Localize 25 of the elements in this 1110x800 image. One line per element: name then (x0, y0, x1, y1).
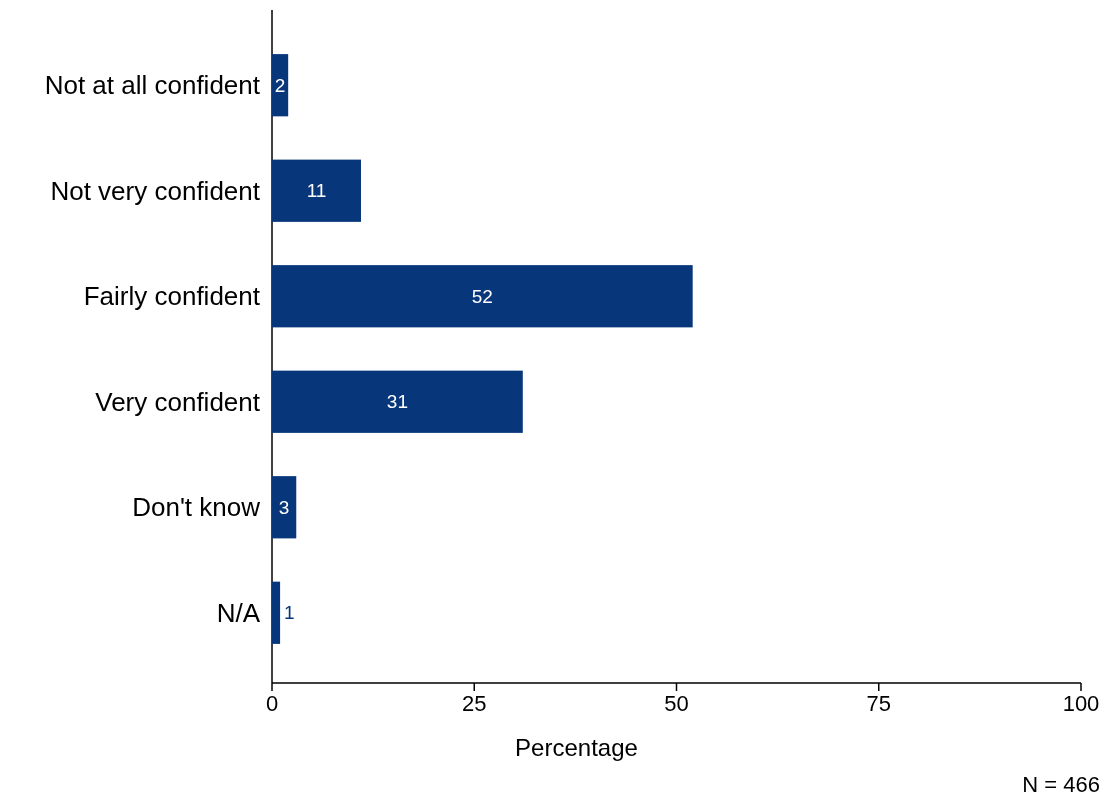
bar (272, 265, 693, 328)
data-label: 3 (278, 496, 290, 518)
data-label: 31 (386, 391, 408, 413)
bar (272, 54, 289, 117)
x-tick-label: 50 (664, 691, 689, 716)
y-tick-label: Fairly confident (83, 281, 261, 312)
bar (272, 581, 281, 644)
x-tick-label: 75 (866, 691, 891, 716)
data-label: 11 (306, 180, 327, 202)
bar (272, 370, 523, 433)
x-tick-label: 0 (265, 691, 279, 716)
bar (272, 476, 297, 539)
data-label: 2 (274, 74, 286, 96)
y-tick-label: Not at all confident (44, 70, 261, 101)
x-axis-title: Percentage (515, 734, 638, 761)
bar (272, 159, 361, 222)
y-tick-label: Very confident (95, 386, 261, 417)
y-tick-label: Don't know (132, 492, 261, 523)
y-tick-label: Not very confident (50, 175, 261, 206)
data-label: 52 (471, 285, 493, 307)
text: N = 466 (1022, 772, 1100, 797)
y-tick-label: N/A (216, 597, 261, 628)
data-label: 1 (284, 602, 295, 624)
x-tick-label: 25 (462, 691, 487, 716)
x-tick-label: 100 (1062, 691, 1100, 716)
